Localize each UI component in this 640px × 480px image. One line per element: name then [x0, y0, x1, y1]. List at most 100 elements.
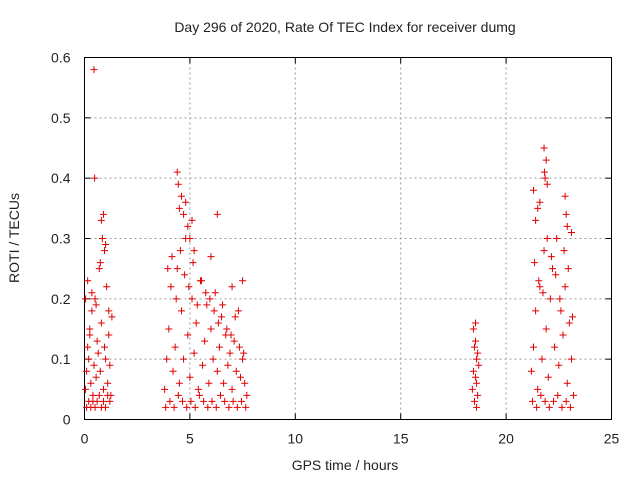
data-point — [101, 247, 109, 255]
x-axis-label: GPS time / hours — [292, 457, 399, 473]
data-point — [96, 367, 104, 375]
y-tick-label: 0.6 — [51, 50, 71, 66]
data-point — [188, 295, 196, 303]
data-point — [233, 403, 241, 411]
data-point — [469, 367, 477, 375]
data-point — [535, 277, 543, 285]
data-point — [527, 367, 535, 375]
data-point — [169, 367, 177, 375]
data-point — [91, 295, 99, 303]
data-point — [567, 355, 575, 363]
data-point — [223, 325, 231, 333]
y-tick-labels: 0 0.1 0.2 0.3 0.4 0.5 0.6 — [51, 50, 71, 428]
data-point — [553, 235, 561, 242]
data-point — [174, 391, 182, 399]
data-point — [88, 307, 96, 315]
data-point — [190, 349, 198, 357]
data-point — [199, 361, 207, 369]
data-point — [539, 289, 547, 297]
data-point — [468, 385, 476, 393]
data-point — [229, 397, 237, 405]
data-point — [82, 385, 90, 393]
data-point — [214, 319, 222, 327]
y-tick-label: 0.3 — [51, 231, 71, 247]
data-point — [558, 403, 566, 411]
data-point — [227, 331, 235, 339]
data-point — [166, 397, 174, 405]
data-point — [566, 403, 574, 411]
y-tick-label: 0.1 — [51, 351, 71, 367]
x-tick-label: 10 — [288, 431, 304, 447]
data-point — [173, 265, 181, 273]
data-point — [231, 313, 239, 321]
data-points — [82, 66, 578, 411]
data-point — [536, 198, 544, 206]
data-point — [531, 259, 539, 267]
y-tick-label: 0 — [63, 412, 71, 428]
data-point — [86, 325, 94, 333]
data-point — [85, 355, 93, 363]
data-point — [210, 307, 218, 315]
data-point — [190, 247, 198, 255]
data-point — [213, 210, 221, 218]
data-point — [239, 355, 247, 363]
data-point — [95, 391, 103, 399]
data-point — [557, 307, 565, 315]
data-point — [183, 403, 191, 411]
chart-title: Day 296 of 2020, Rate Of TEC Index for r… — [174, 19, 515, 35]
data-point — [181, 271, 189, 279]
data-point — [170, 403, 178, 411]
data-point — [165, 325, 173, 333]
data-point — [105, 307, 113, 315]
data-point — [541, 397, 549, 405]
data-point — [228, 283, 236, 291]
data-point — [208, 397, 216, 405]
data-point — [228, 385, 236, 393]
data-point — [187, 397, 195, 405]
data-point — [470, 343, 478, 351]
y-tick-label: 0.2 — [51, 291, 71, 307]
data-point — [216, 391, 224, 399]
data-point — [91, 403, 99, 411]
data-point — [83, 367, 91, 375]
data-point — [219, 301, 227, 309]
data-point — [561, 192, 569, 200]
data-point — [177, 307, 185, 315]
data-point — [567, 228, 575, 236]
data-point — [105, 331, 113, 339]
data-point — [180, 355, 188, 363]
data-point — [99, 397, 107, 405]
data-point — [182, 198, 190, 206]
data-point — [96, 259, 104, 267]
data-point — [194, 385, 202, 393]
data-point — [473, 379, 481, 387]
data-point — [189, 259, 197, 267]
data-point — [84, 343, 92, 351]
data-point — [102, 355, 110, 363]
data-point — [193, 301, 201, 309]
data-point — [89, 391, 97, 399]
data-point — [224, 361, 232, 369]
data-point — [184, 222, 192, 230]
data-point — [201, 337, 209, 345]
data-point — [532, 216, 540, 224]
data-point — [93, 337, 101, 345]
data-point — [186, 373, 194, 381]
data-point — [88, 289, 96, 297]
data-point — [536, 283, 544, 291]
data-point — [546, 295, 554, 303]
data-point — [103, 283, 111, 291]
data-point — [238, 397, 246, 405]
data-point — [542, 156, 550, 164]
data-point — [205, 379, 213, 387]
data-point — [243, 391, 251, 399]
data-point — [82, 295, 90, 303]
data-point — [179, 397, 187, 405]
data-point — [569, 313, 577, 321]
data-point — [533, 403, 541, 411]
data-point — [97, 216, 105, 224]
data-point — [86, 331, 94, 339]
data-point — [92, 373, 100, 381]
data-point — [563, 222, 571, 230]
